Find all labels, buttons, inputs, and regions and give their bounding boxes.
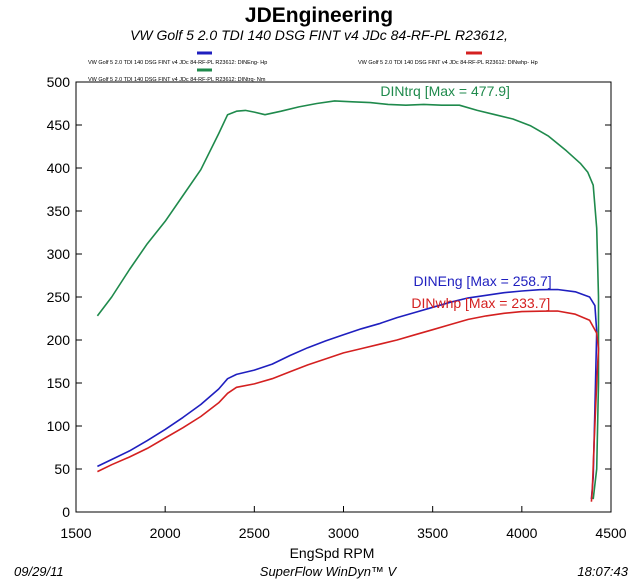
footer-date: 09/29/11 <box>14 564 64 579</box>
x-tick-label: 3500 <box>417 525 448 541</box>
y-tick-label: 0 <box>62 504 70 520</box>
footer-time: 18:07:43 <box>577 564 628 579</box>
legend-item-dineng: VW Golf 5 2.0 TDI 140 DSG FINT v4 JDc 84… <box>88 60 267 66</box>
y-tick-label: 300 <box>47 246 71 262</box>
x-tick-label: 4500 <box>595 525 626 541</box>
y-tick-label: 250 <box>47 289 71 305</box>
y-tick-label: 450 <box>47 117 71 133</box>
x-axis-label: EngSpd RPM <box>290 545 375 561</box>
annotation-dinwhp: DINwhp [Max = 233.7] <box>411 295 550 311</box>
series-line-dinwhp <box>97 310 600 502</box>
y-tick-label: 400 <box>47 160 71 176</box>
series-line-dineng <box>97 288 598 500</box>
series-group <box>96 100 600 502</box>
legend: VW Golf 5 2.0 TDI 140 DSG FINT v4 JDc 84… <box>88 51 538 83</box>
chart-subtitle: VW Golf 5 2.0 TDI 140 DSG FINT v4 JDc 84… <box>130 27 508 43</box>
axis-ticks: 0 50 100 150 200 250 300 350 400 450 500 1500 2000 25… <box>47 74 627 541</box>
y-tick-label: 150 <box>47 375 71 391</box>
series-annotations: DINtrq [Max = 477.9] DINEng [Max = 258.7]… <box>380 83 551 311</box>
x-tick-label: 4000 <box>506 525 537 541</box>
y-tick-label: 350 <box>47 203 71 219</box>
x-tick-label: 1500 <box>60 525 91 541</box>
y-tick-label: 50 <box>54 461 70 477</box>
series-line-dintrq <box>96 100 600 500</box>
x-tick-label: 3000 <box>328 525 359 541</box>
y-tick-label: 100 <box>47 418 71 434</box>
x-tick-label: 2000 <box>150 525 181 541</box>
x-tick-label: 2500 <box>239 525 270 541</box>
y-tick-label: 200 <box>47 332 71 348</box>
annotation-dintrq: DINtrq [Max = 477.9] <box>380 83 510 99</box>
annotation-dineng: DINEng [Max = 258.7] <box>414 273 552 289</box>
legend-item-dintrq: VW Golf 5 2.0 TDI 140 DSG FINT v4 JDc 84… <box>88 77 266 83</box>
y-tick-label: 500 <box>47 74 71 90</box>
chart-title: JDEngineering <box>245 4 393 27</box>
legend-item-dinwhp: VW Golf 5 2.0 TDI 140 DSG FINT v4 JDc 84… <box>358 60 538 66</box>
footer-software: SuperFlow WinDyn™ V <box>260 564 398 579</box>
